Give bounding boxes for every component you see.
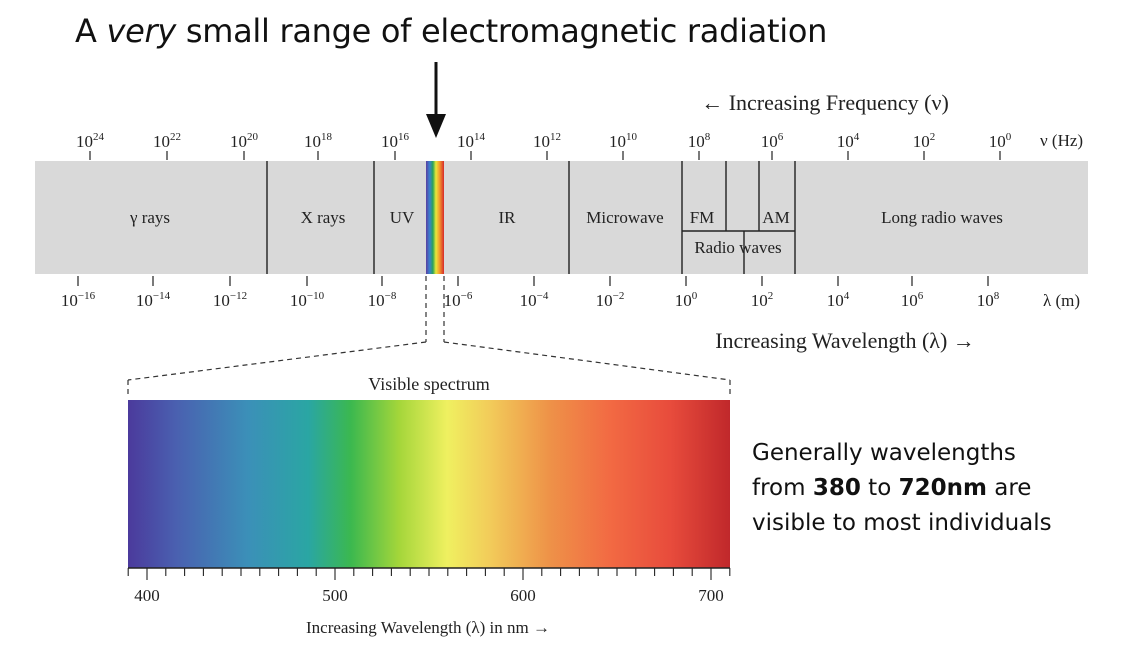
- note-line-2: from 380 to 720nm are: [752, 471, 1112, 506]
- frequency-tick-label: 1016: [381, 131, 410, 151]
- visible-title: Visible spectrum: [368, 374, 489, 394]
- frequency-tick-label: 102: [913, 131, 936, 151]
- band-long-radio: Long radio waves: [881, 208, 1003, 227]
- visible-tick-label: 600: [510, 586, 536, 605]
- note-line-1: Generally wavelengths: [752, 440, 1016, 466]
- visible-tick-label: 400: [134, 586, 160, 605]
- frequency-tick-labels: 1024 1022 1020 1018 1016 1014 1012 1010 108 106 10…: [76, 131, 1012, 160]
- title-suffix: small range of electromagnetic radiation: [176, 12, 828, 50]
- note-line-3: visible to most individuals: [752, 510, 1052, 536]
- wavelength-tick-label: 10−12: [213, 290, 247, 310]
- title-emphasis: very: [106, 12, 176, 50]
- wavelength-tick-label: 10−10: [290, 290, 325, 310]
- frequency-tick-label: 1020: [230, 131, 259, 151]
- note-bold-value: 720nm: [898, 475, 987, 501]
- wavelength-tick-label: 10−16: [61, 290, 96, 310]
- frequency-unit: ν (Hz): [1040, 131, 1083, 150]
- wavelength-unit: λ (m): [1043, 291, 1080, 310]
- wavelength-tick-labels: 10−16 10−14 10−12 10−10 10−8 10−6 10−4 10−2 100 1…: [61, 276, 1000, 310]
- wavelength-tick-label: 100: [675, 290, 698, 310]
- frequency-tick-label: 106: [761, 131, 784, 151]
- visible-tick-labels: 400 500 600 700: [134, 586, 724, 605]
- frequency-tick-label: 1010: [609, 131, 638, 151]
- note-text: to: [860, 475, 899, 501]
- wavelength-tick-label: 10−4: [520, 290, 549, 310]
- spectrum-band: [35, 161, 1088, 274]
- wavelength-tick-label: 10−6: [444, 290, 473, 310]
- frequency-heading: ← Increasing Frequency (ν): [701, 90, 949, 115]
- visible-tick-label: 700: [698, 586, 724, 605]
- frequency-tick-label: 1012: [533, 131, 561, 151]
- band-ir: IR: [499, 208, 517, 227]
- title-prefix: A: [75, 12, 107, 50]
- frequency-tick-label: 100: [989, 131, 1012, 151]
- note-text: from: [752, 475, 813, 501]
- frequency-tick-label: 1024: [76, 131, 105, 151]
- band-radio: Radio waves: [694, 238, 781, 257]
- wavelength-note: Generally wavelengths from 380 to 720nm …: [752, 436, 1112, 541]
- note-text: are: [986, 475, 1032, 501]
- wavelength-tick-label: 108: [977, 290, 1000, 310]
- wavelength-tick-label: 10−8: [368, 290, 397, 310]
- visible-spectrum: [128, 400, 730, 568]
- frequency-tick-label: 1014: [457, 131, 486, 151]
- wavelength-tick-label: 102: [751, 290, 774, 310]
- frequency-tick-label: 104: [837, 131, 860, 151]
- visible-band-strip: [426, 161, 444, 274]
- visible-tick-label: 500: [322, 586, 348, 605]
- frequency-tick-label: 108: [688, 131, 711, 151]
- band-fm: FM: [690, 208, 715, 227]
- band-uv: UV: [390, 208, 415, 227]
- band-xray: X rays: [301, 208, 346, 227]
- wavelength-tick-label: 10−2: [596, 290, 625, 310]
- wavelength-tick-label: 104: [827, 290, 850, 310]
- wavelength-tick-label: 106: [901, 290, 924, 310]
- band-separators: [266, 161, 796, 274]
- zoom-guides: [127, 276, 731, 398]
- band-gamma: γ rays: [129, 208, 170, 227]
- frequency-tick-label: 1022: [153, 131, 181, 151]
- band-microwave: Microwave: [586, 208, 663, 227]
- page-title: A very small range of electromagnetic ra…: [75, 12, 827, 50]
- pointer-arrow-icon: [426, 62, 446, 138]
- wavelength-heading: Increasing Wavelength (λ) →: [715, 328, 975, 353]
- visible-axis-label: Increasing Wavelength (λ) in nm →: [306, 618, 550, 637]
- frequency-tick-label: 1018: [304, 131, 333, 151]
- note-bold-value: 380: [812, 475, 861, 501]
- wavelength-tick-label: 10−14: [136, 290, 171, 310]
- visible-ticks: [127, 568, 731, 580]
- band-am: AM: [762, 208, 789, 227]
